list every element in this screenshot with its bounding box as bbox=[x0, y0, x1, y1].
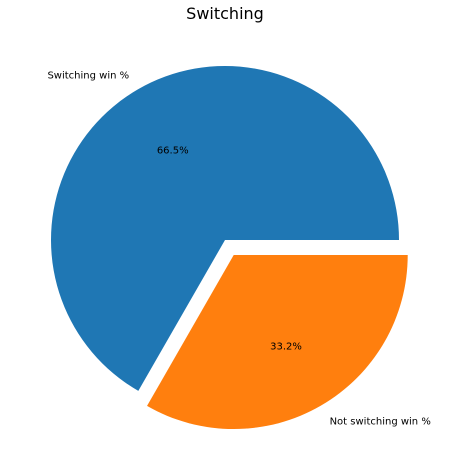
pie-pct-label: 66.5% bbox=[157, 146, 189, 157]
pie-category-label: Not switching win % bbox=[330, 417, 431, 428]
pie-category-label: Switching win % bbox=[47, 70, 129, 81]
chart-title: Switching bbox=[186, 4, 264, 23]
pie-slice-not-switching-win bbox=[147, 255, 408, 430]
pie-slice-switching-win bbox=[51, 66, 400, 391]
pie-pct-label: 33.2% bbox=[270, 341, 302, 352]
